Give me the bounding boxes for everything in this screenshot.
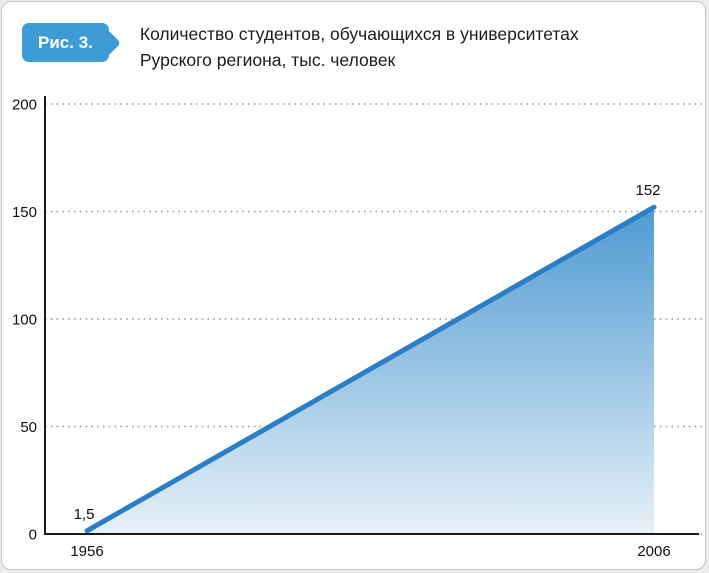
- y-tick-label: 0: [29, 527, 37, 544]
- x-tick-labels: 1956 2006: [70, 543, 670, 560]
- y-tick-label: 100: [12, 312, 37, 329]
- data-point-label: 1,5: [74, 506, 95, 523]
- y-tick-label: 150: [12, 204, 37, 221]
- y-tick-label: 200: [12, 97, 37, 114]
- chart-area: 0 50 100 150 200 1956 2006 1,5 152: [2, 90, 705, 567]
- y-tick-labels: 0 50 100 150 200: [12, 97, 37, 544]
- x-tick-label: 1956: [70, 543, 103, 560]
- y-tick-label: 50: [20, 419, 37, 436]
- figure-title-line1: Количество студентов, обучающихся в унив…: [139, 24, 579, 44]
- students-area-chart: 0 50 100 150 200 1956 2006 1,5 152: [12, 96, 702, 560]
- figure-title-line2: Рурского региона, тыс. человек: [139, 49, 396, 70]
- figure-badge: Рис. 3.: [22, 23, 109, 62]
- data-point-labels: 1,5 152: [74, 182, 661, 523]
- x-tick-label: 2006: [637, 543, 670, 560]
- data-point-label: 152: [635, 182, 660, 199]
- figure-title: Количество студентов, обучающихся в унив…: [140, 22, 579, 74]
- trend-line: [84, 204, 657, 534]
- figure-header: Рис. 3. Количество студентов, обучающихс…: [2, 2, 705, 90]
